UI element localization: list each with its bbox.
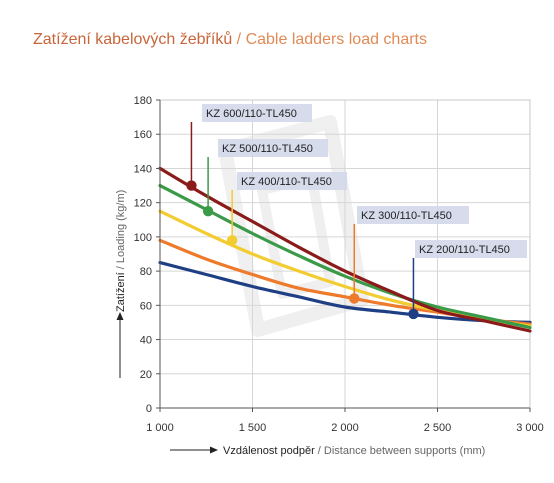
x-tick-label: 3 000 xyxy=(516,422,544,434)
callout-box-4 xyxy=(415,240,527,258)
series-marker-4 xyxy=(408,308,419,320)
series-label-2: KZ 400/110-TL450 xyxy=(241,176,332,188)
callout-box-0 xyxy=(202,104,312,122)
x-tick-label: 1 000 xyxy=(146,422,174,434)
y-axis-title: Zatížení / Loading (kg/m) xyxy=(115,190,127,312)
y-axis-label: Zatížení / Loading (kg/m) xyxy=(115,190,127,378)
callout-box-1 xyxy=(218,139,328,157)
callout-box-2 xyxy=(237,172,347,190)
title-english: Cable ladders load charts xyxy=(245,31,427,48)
series-layer xyxy=(158,166,532,333)
y-tick-label: 20 xyxy=(140,369,152,381)
chart-title: Zatížení kabelových žebříků / Cable ladd… xyxy=(33,31,427,49)
series-marker-2 xyxy=(226,235,238,246)
x-tick-label: 2 000 xyxy=(331,422,359,434)
y-tick-label: 100 xyxy=(134,232,152,244)
title-separator: / xyxy=(232,31,246,48)
series-label-3: KZ 300/110-TL450 xyxy=(361,210,452,222)
ylabel-czech: Zatížení xyxy=(115,272,127,312)
y-axis-arrowhead xyxy=(116,312,124,320)
y-tick-label: 180 xyxy=(134,95,152,107)
xlabel-czech: Vzdálenost podpěr xyxy=(223,445,315,457)
series-marker-3 xyxy=(349,293,360,304)
series-label-4: KZ 200/110-TL450 xyxy=(419,244,510,256)
series-label-0: KZ 600/110-TL450 xyxy=(206,108,297,120)
series-marker-0 xyxy=(186,180,197,191)
tick-labels: 0 20 40 60 80 100 120 140 160 180 1 000 1 500 2 000 2… xyxy=(134,95,544,434)
ylabel-separator: / xyxy=(115,263,127,272)
y-tick-label: 40 xyxy=(140,335,152,347)
ylabel-english: Loading (kg/m) xyxy=(115,190,127,263)
series-marker-1 xyxy=(202,206,214,217)
y-tick-label: 80 xyxy=(140,266,152,278)
y-tick-label: 60 xyxy=(140,300,152,312)
y-tick-label: 140 xyxy=(134,163,152,175)
series-label-1: KZ 500/110-TL450 xyxy=(222,143,313,155)
xlabel-separator: / xyxy=(315,445,324,457)
callout-box-3 xyxy=(357,206,469,224)
x-axis-arrowhead xyxy=(210,446,218,454)
xlabel-english: Distance between supports (mm) xyxy=(324,445,485,457)
x-axis-title: Vzdálenost podpěr / Distance between sup… xyxy=(223,445,485,457)
x-tick-label: 1 500 xyxy=(239,422,267,434)
series-line-0 xyxy=(158,166,532,333)
y-tick-label: 0 xyxy=(146,403,152,415)
y-tick-label: 120 xyxy=(134,198,152,210)
y-tick-label: 160 xyxy=(134,129,152,141)
series-line-1 xyxy=(158,184,532,330)
x-tick-label: 2 500 xyxy=(424,422,452,434)
x-axis-label: Vzdálenost podpěr / Distance between sup… xyxy=(170,445,485,457)
series-line-4 xyxy=(158,261,532,324)
callout-layer: KZ 600/110-TL450 KZ 500/110-TL450 KZ 400/1… xyxy=(186,104,527,320)
title-czech: Zatížení kabelových žebříků xyxy=(33,31,233,48)
